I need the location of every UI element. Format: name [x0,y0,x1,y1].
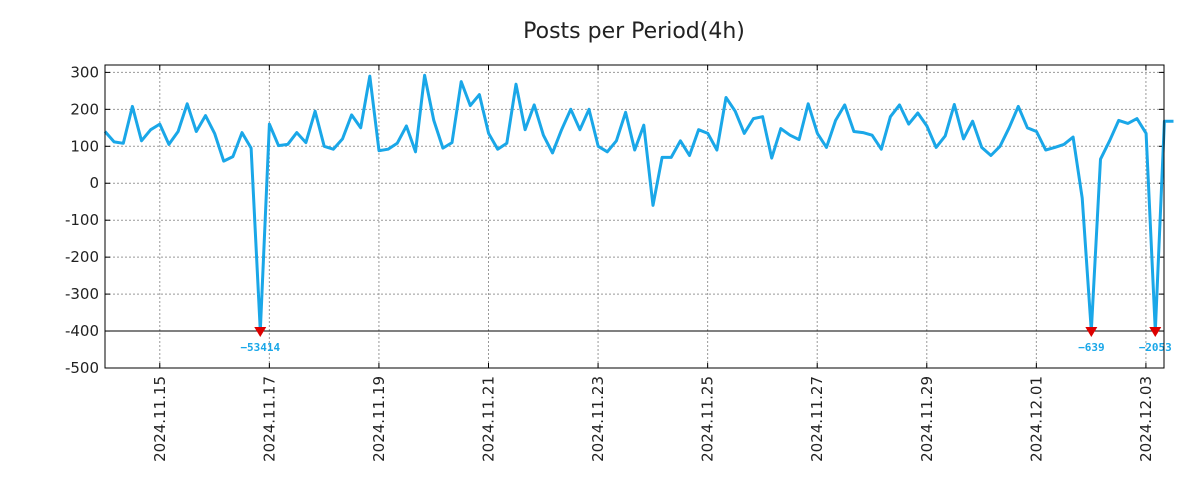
x-tick-label: 2024.11.25 [699,376,717,462]
chart-title: Posts per Period(4h) [523,19,745,44]
x-tick-label: 2024.12.01 [1027,376,1045,462]
y-tick-label: 0 [89,174,99,192]
x-tick-label: 2024.11.21 [479,376,497,462]
y-tick-label: -100 [65,211,99,229]
x-tick-label: 2024.11.29 [918,376,936,462]
x-axis: 2024.11.15 2024.11.17 2024.11.19 2024.11.21… [151,65,1155,462]
plot-frame [104,64,1165,369]
y-axis: 300 200 100 0 -100 -200 -300 -400 -500 [65,63,1164,377]
y-tick-label: -500 [65,359,99,377]
x-tick-label: 2024.11.19 [370,376,388,462]
x-tick-label: 2024.11.17 [260,376,278,462]
outlier-marker [1149,327,1162,338]
x-tick-label: 2024.12.03 [1137,376,1155,462]
outlier-marker [1085,327,1098,338]
outlier-label: −639 [1078,341,1105,354]
y-tick-label: 200 [70,100,99,118]
x-tick-label: 2024.11.27 [808,376,826,462]
outlier-label: −53414 [240,341,280,354]
y-tick-label: -200 [65,248,99,266]
x-tick-label: 2024.11.15 [151,376,169,462]
outlier-marker [254,327,267,338]
y-tick-label: 300 [70,63,99,81]
y-tick-label: 100 [70,137,99,155]
x-tick-label: 2024.11.23 [589,376,607,462]
series-line [103,73,1174,333]
outlier-label: −2053 [1139,341,1172,354]
y-tick-label: -400 [65,322,99,340]
y-tick-label: -300 [65,285,99,303]
